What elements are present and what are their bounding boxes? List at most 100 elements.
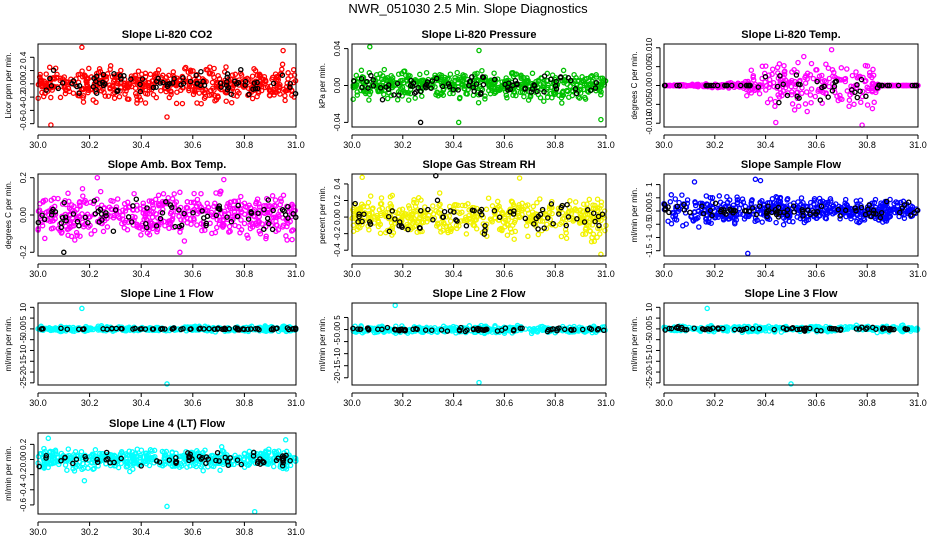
data-point [160,72,166,79]
data-point [386,228,393,235]
data-point [455,119,462,126]
data-point [489,87,495,94]
x-tick-label: 30.6 [184,269,202,279]
data-point [682,83,689,89]
data-point [556,92,562,99]
data-point [90,97,96,103]
data-point [110,215,117,221]
data-point [509,229,515,235]
x-tick-label: 30.0 [29,398,47,408]
data-point [453,202,459,208]
data-point [763,63,769,69]
data-point [752,176,759,183]
series-all [35,305,299,387]
data-point [163,88,169,95]
data-point [543,225,550,232]
x-tick-label: 30.4 [132,398,150,408]
data-point [589,222,596,228]
data-point [64,226,71,233]
x-tick-label: 30.8 [546,398,564,408]
x-tick-label: 30.2 [706,269,724,279]
data-point [133,93,140,99]
data-point [50,67,57,74]
data-point [436,190,443,196]
x-tick-label: 31.0 [909,140,927,150]
data-point [838,77,845,83]
data-point [571,207,578,213]
data-point [133,196,140,202]
y-tick-label: -1.5 [645,243,654,257]
y-axis-label: degrees C per min. [4,181,13,249]
data-point [745,250,751,257]
data-point [803,89,810,95]
data-point [866,69,873,76]
y-tick-label: 0.00 [19,207,28,223]
data-point [350,206,356,213]
data-point [744,92,750,99]
data-point [40,198,47,204]
data-point [86,65,92,72]
data-point [228,218,235,225]
data-point [899,205,906,211]
data-point [285,76,291,82]
data-point [574,216,580,222]
data-point [100,228,107,235]
y-tick-label: -0.4 [19,103,28,117]
data-point [447,208,454,214]
data-point [180,75,186,81]
x-tick-label: 30.4 [757,398,775,408]
data-point [568,210,575,217]
data-point [389,208,396,214]
data-point [224,214,230,220]
data-point [510,92,516,98]
data-point [49,208,55,215]
data-point [377,201,384,207]
x-axis: 30.0 30.2 30.4 30.6 30.8 31.0 [29,263,305,279]
data-point [285,203,291,210]
data-point [849,72,856,79]
data-point [812,93,819,100]
data-point [378,76,385,83]
chart-title: Slope Line 2 Flow [433,288,526,300]
data-point [596,205,603,211]
data-point [423,81,430,88]
data-point [169,80,176,86]
data-point [447,71,454,77]
data-point [795,59,801,66]
data-point [358,67,365,74]
data-point [599,211,606,217]
data-point [264,83,271,90]
data-point [784,197,790,203]
data-point [408,77,414,84]
data-point [48,212,55,218]
data-point [71,203,77,210]
data-point [423,69,430,76]
x-tick-label: 30.0 [655,398,673,408]
x-tick-label: 31.0 [909,269,927,279]
chart-title: Slope Sample Flow [741,159,842,171]
data-point [417,225,423,231]
data-point [135,68,142,74]
data-point [173,100,180,107]
data-point [582,231,589,237]
data-point [782,84,789,91]
data-point [391,92,397,98]
data-point [859,88,866,95]
data-point [120,212,126,219]
data-point [584,201,590,207]
data-point [752,81,758,87]
data-point [586,222,592,228]
data-point [396,92,402,98]
data-point [356,211,362,217]
data-point [793,72,800,78]
data-point [467,219,474,225]
data-point [703,216,710,222]
data-point [121,201,128,207]
data-point [583,75,590,82]
data-point [214,216,220,223]
data-point [277,82,283,88]
series-subset [35,196,299,256]
data-point [290,66,297,73]
data-point [377,85,384,91]
series-all [661,305,921,387]
